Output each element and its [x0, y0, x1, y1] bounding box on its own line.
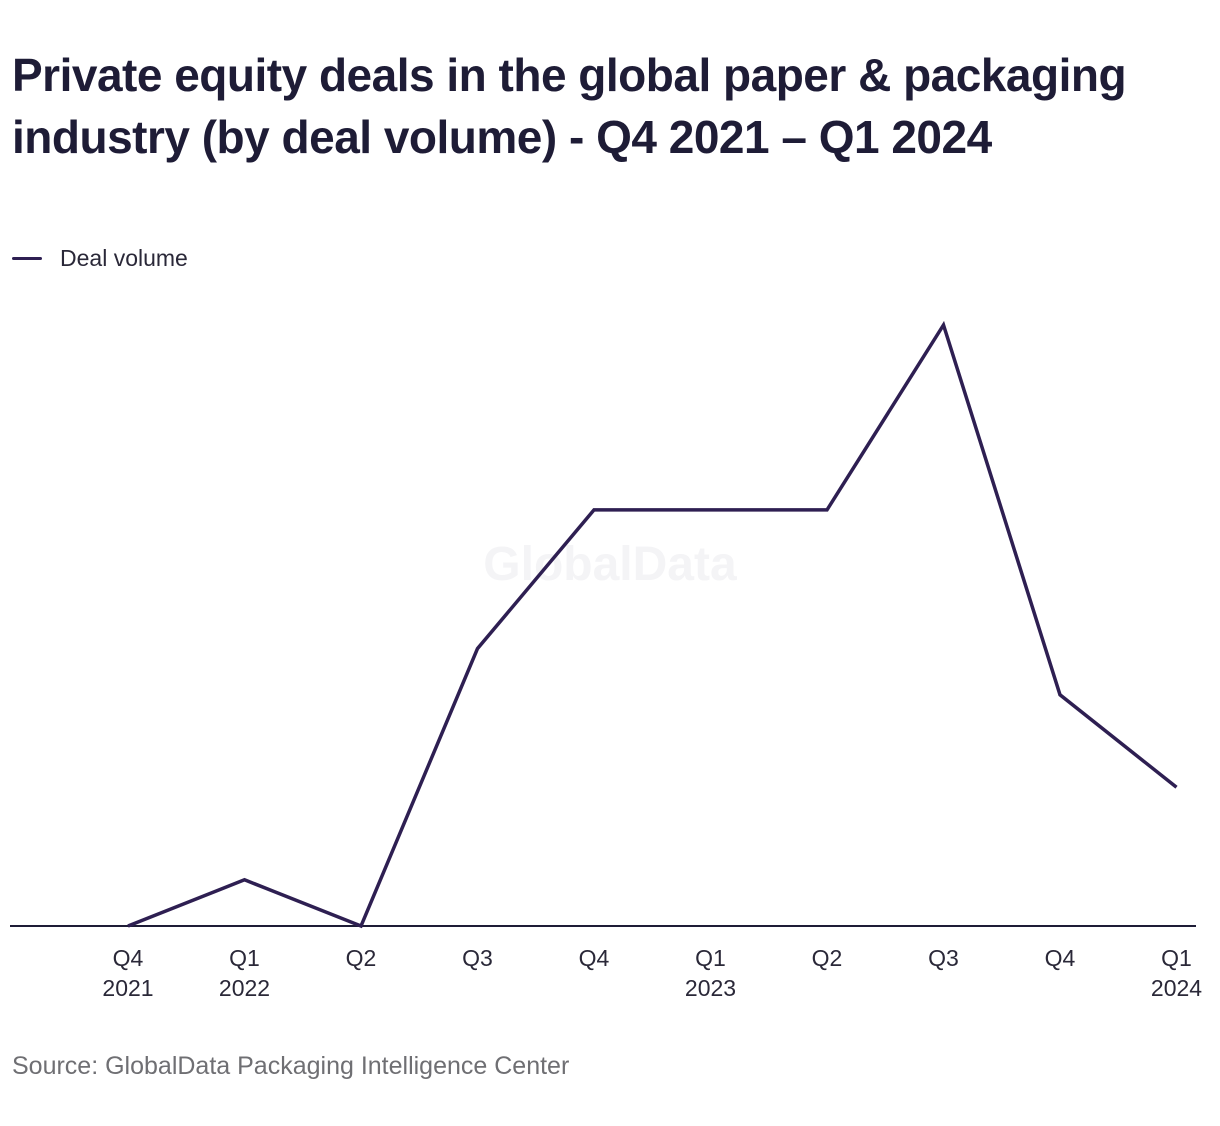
x-tick-label-quarter: Q2 — [346, 945, 377, 971]
x-tick-label-quarter: Q1 — [229, 945, 260, 971]
x-tick-label-quarter: Q4 — [1045, 945, 1076, 971]
x-tick-label-quarter: Q1 — [695, 945, 726, 971]
x-tick-label-year: 2024 — [1151, 975, 1202, 1001]
legend: Deal volume — [12, 244, 188, 272]
series-line-deal-volume — [127, 320, 1178, 929]
x-tick-label-quarter: Q1 — [1161, 945, 1192, 971]
source-note: Source: GlobalData Packaging Intelligenc… — [12, 1052, 570, 1080]
x-tick-label-quarter: Q3 — [462, 945, 493, 971]
x-tick-label-quarter: Q4 — [113, 945, 144, 971]
watermark: GlobalData — [483, 538, 737, 591]
plot-area: Q4 2021 Q1 2022 Q2 Q3 Q4 Q1 2023 Q2 Q3 Q4 Q1 2024 — [10, 320, 1202, 1001]
x-tick-label-year: 2023 — [685, 975, 736, 1001]
chart-title: Private equity deals in the global paper… — [12, 49, 1127, 163]
x-tick-label-quarter: Q2 — [812, 945, 843, 971]
legend-label: Deal volume — [60, 244, 188, 271]
x-tick-label-year: 2021 — [102, 975, 153, 1001]
x-tick-label-quarter: Q3 — [928, 945, 959, 971]
x-tick-label-quarter: Q4 — [579, 945, 610, 971]
x-tick-label-year: 2022 — [219, 975, 270, 1001]
legend-swatch — [12, 256, 42, 260]
